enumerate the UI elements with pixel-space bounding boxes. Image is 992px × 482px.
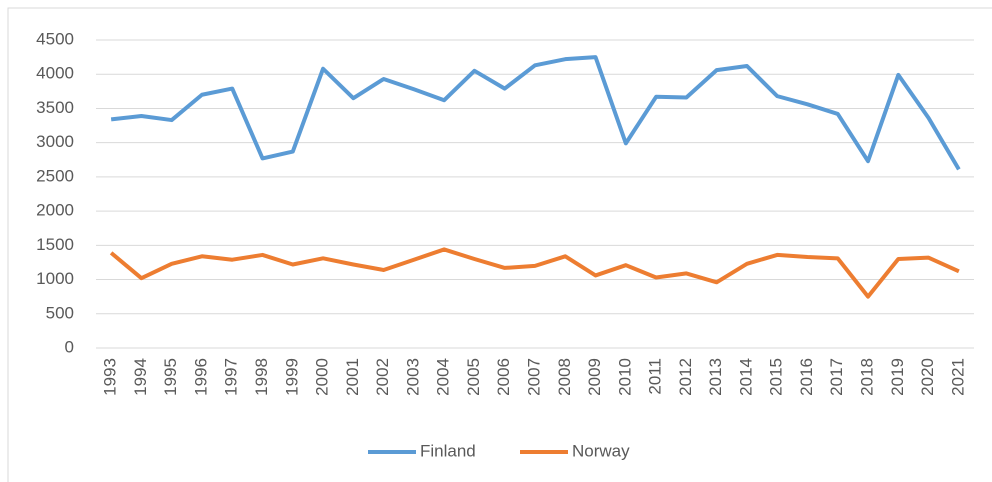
x-tick-label: 2017 (827, 358, 846, 396)
x-tick-label: 2011 (646, 358, 665, 395)
x-tick-label: 1998 (252, 358, 271, 396)
x-tick-label: 2018 (858, 358, 877, 396)
legend-label: Finland (420, 441, 476, 460)
legend-label: Norway (572, 441, 630, 460)
series-line (109, 247, 960, 299)
y-tick-label: 3500 (36, 98, 74, 117)
y-tick-label: 2000 (36, 201, 74, 220)
x-tick-label: 1999 (282, 358, 301, 396)
y-tick-label: 4500 (36, 29, 74, 48)
y-tick-label: 1500 (36, 235, 74, 254)
x-tick-label: 2021 (948, 358, 967, 396)
y-tick-label: 500 (46, 303, 74, 322)
x-tick-label: 2004 (434, 358, 453, 396)
x-tick-label: 2006 (494, 358, 513, 396)
x-tick-label: 2012 (676, 358, 695, 396)
x-tick-label: 2010 (615, 358, 634, 396)
y-tick-label: 1000 (36, 269, 74, 288)
x-tick-label: 2013 (706, 358, 725, 396)
y-tick-label: 3000 (36, 132, 74, 151)
x-tick-label: 2016 (797, 358, 816, 396)
y-tick-label: 4000 (36, 64, 74, 83)
x-tick-label: 1996 (191, 358, 210, 396)
x-tick-label: 2008 (555, 358, 574, 396)
x-tick-label: 2009 (585, 358, 604, 396)
x-tick-label: 2002 (373, 358, 392, 396)
series-line (110, 55, 961, 171)
x-tick-label: 1997 (222, 358, 241, 396)
x-tick-label: 2007 (524, 358, 543, 396)
x-tick-label: 2014 (736, 358, 755, 396)
x-tick-label: 2020 (918, 358, 937, 396)
x-tick-label: 2019 (888, 358, 907, 396)
x-tick-label: 2001 (343, 358, 362, 396)
x-tick-label: 2015 (767, 358, 786, 396)
x-tick-label: 2005 (464, 358, 483, 396)
y-tick-label: 0 (65, 337, 74, 356)
x-tick-label: 1993 (101, 358, 120, 396)
x-tick-label: 2003 (403, 358, 422, 396)
x-tick-label: 2000 (313, 358, 332, 396)
y-tick-label: 2500 (36, 166, 74, 185)
x-tick-label: 1995 (161, 358, 180, 396)
x-tick-label: 1994 (131, 358, 150, 396)
chart-border (7, 7, 992, 482)
